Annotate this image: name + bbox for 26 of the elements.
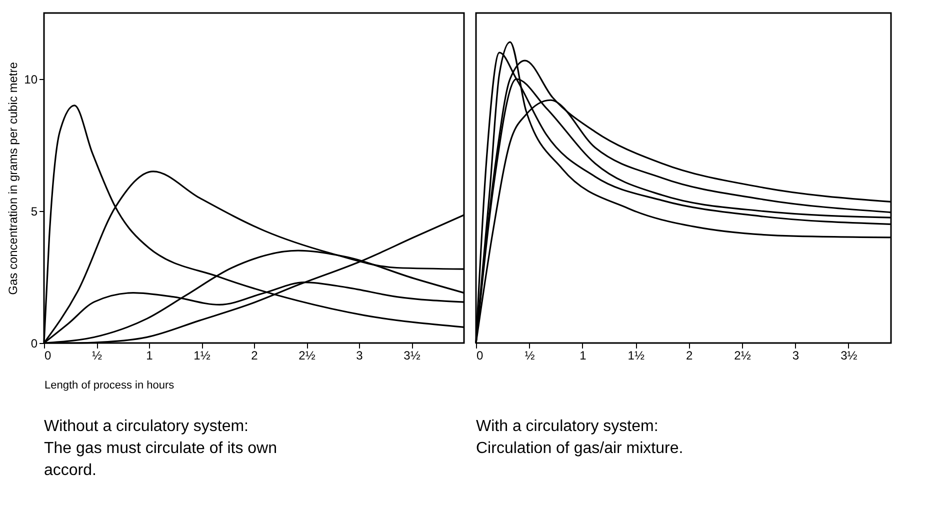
x-tick-label: 0 <box>44 348 52 362</box>
x-tick-label: 1 <box>580 348 587 362</box>
x-tick-label: 1½ <box>628 348 644 362</box>
x-tick-label: 2 <box>251 348 258 362</box>
x-tick-label: ½ <box>524 348 535 362</box>
x-tick-label: 2 <box>686 348 693 362</box>
x-tick-label: 2½ <box>298 348 316 362</box>
x-tick-label: 2½ <box>734 348 751 362</box>
text: With a circulatory system: <box>476 418 658 435</box>
x-tick-label: ½ <box>92 348 102 362</box>
x-axis-title: Length of process in hours <box>44 380 175 392</box>
text: Circulation of gas/air mixture. <box>476 440 684 457</box>
x-tick-label: 3½ <box>840 348 858 362</box>
x-tick-label: 3 <box>792 348 800 362</box>
x-tick-label: 0 <box>476 348 484 362</box>
y-tick-label: 5 <box>30 204 38 218</box>
text: accord. <box>44 462 96 479</box>
y-tick-label: 10 <box>24 72 38 86</box>
text: The gas must circulate of its own <box>44 440 277 457</box>
y-tick-label: 0 <box>30 336 38 350</box>
x-tick-label: 3 <box>356 348 364 362</box>
x-tick-label: 1½ <box>194 348 210 362</box>
x-tick-label: 3½ <box>404 348 420 362</box>
y-axis-title: Gas concentration in grams per cubic metre <box>6 62 20 295</box>
text: Without a circulatory system: <box>44 418 248 435</box>
x-tick-label: 1 <box>146 348 154 362</box>
